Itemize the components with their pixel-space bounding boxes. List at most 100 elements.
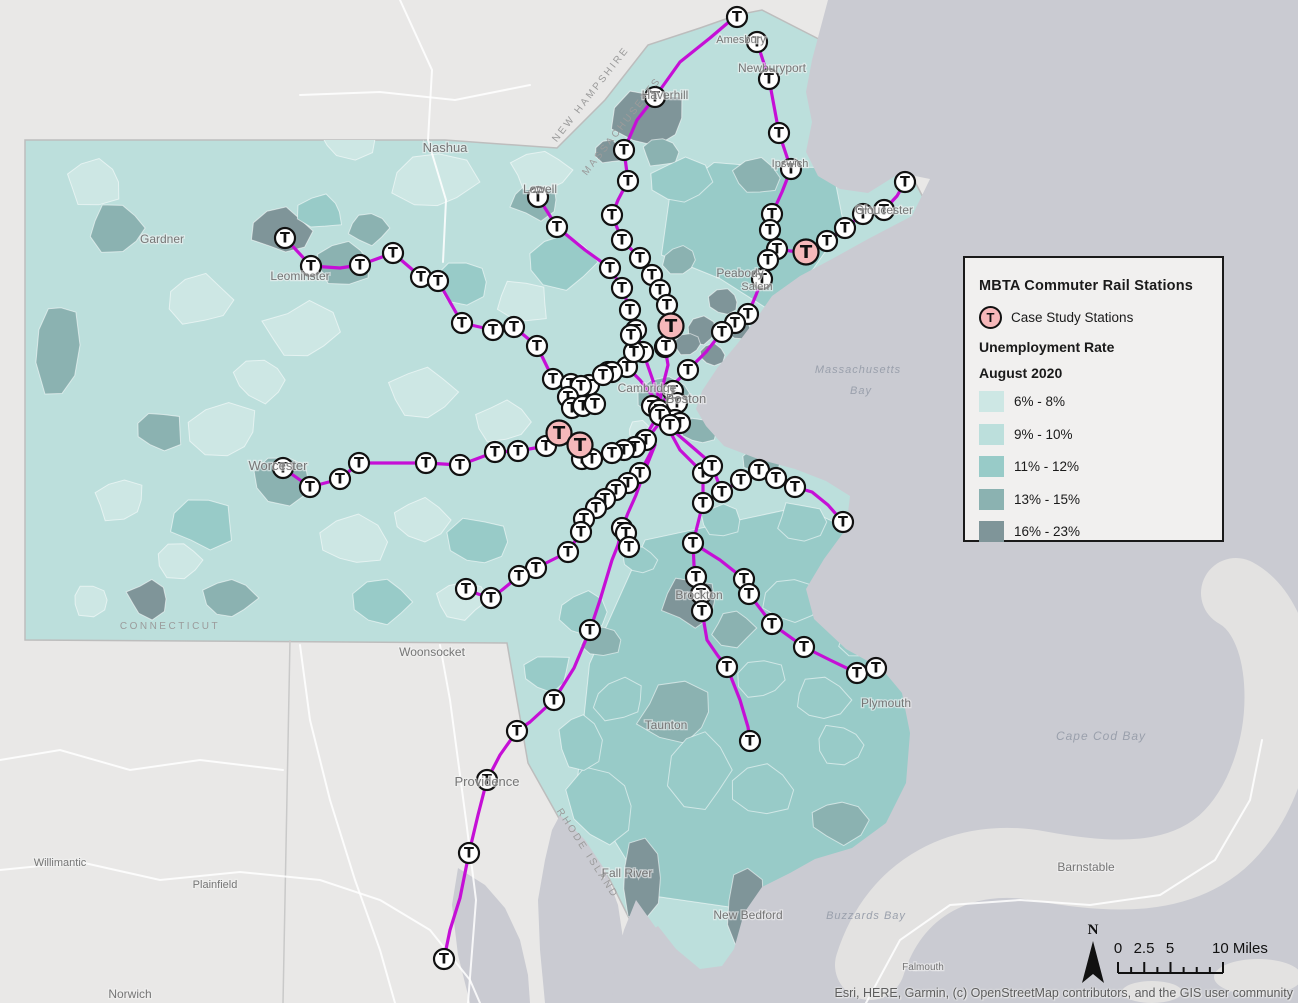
svg-text:T: T bbox=[421, 456, 431, 472]
town-patch bbox=[623, 837, 661, 920]
svg-text:T: T bbox=[354, 456, 364, 472]
station-marker: T bbox=[658, 413, 682, 437]
legend-box: MBTA Commuter Rail Stations T Case Study… bbox=[963, 256, 1224, 542]
town-patch bbox=[446, 517, 509, 564]
svg-text:T: T bbox=[306, 259, 316, 275]
station-marker: T bbox=[409, 265, 433, 289]
city-label: Worcester bbox=[249, 458, 309, 473]
svg-text:T: T bbox=[611, 483, 621, 499]
city-label: Gloucester bbox=[855, 203, 913, 217]
station-marker: T bbox=[483, 440, 507, 464]
city-label: Fall River bbox=[602, 866, 653, 880]
city-label: Falmouth bbox=[902, 962, 944, 973]
town-patch bbox=[475, 399, 532, 443]
station-marker: T bbox=[831, 510, 855, 534]
svg-text:T: T bbox=[900, 175, 910, 191]
scale-bar: 0 2.5 5 10 Miles bbox=[1110, 940, 1295, 982]
svg-text:T: T bbox=[607, 208, 617, 224]
town-patch bbox=[94, 479, 143, 522]
station-marker: T bbox=[845, 661, 869, 685]
svg-text:T: T bbox=[698, 496, 708, 512]
legend-class-row: 6% - 8% bbox=[979, 391, 1210, 412]
town-patch bbox=[731, 156, 781, 193]
city-label: Ipswich bbox=[772, 158, 809, 170]
svg-text:T: T bbox=[305, 480, 315, 496]
svg-text:T: T bbox=[513, 444, 523, 460]
svg-text:T: T bbox=[767, 207, 777, 223]
svg-text:T: T bbox=[661, 339, 671, 355]
svg-text:T: T bbox=[621, 526, 631, 542]
scale-label: 0 bbox=[1113, 940, 1123, 957]
svg-text:T: T bbox=[743, 307, 753, 323]
svg-text:T: T bbox=[764, 72, 774, 88]
svg-text:T: T bbox=[598, 368, 608, 384]
station-marker: T bbox=[457, 841, 481, 865]
svg-text:T: T bbox=[668, 384, 678, 400]
town-patch bbox=[707, 288, 738, 315]
station-marker: T bbox=[526, 185, 550, 209]
svg-text:T: T bbox=[579, 512, 589, 528]
north-arrow: N bbox=[1073, 922, 1113, 984]
svg-text:T: T bbox=[871, 661, 881, 677]
svg-text:T: T bbox=[739, 572, 749, 588]
legend-class-row: 9% - 10% bbox=[979, 423, 1210, 445]
station-marker: T bbox=[448, 453, 472, 477]
station-marker: T bbox=[757, 67, 781, 91]
city-label: New Bedford bbox=[713, 908, 782, 922]
station-marker: T bbox=[833, 216, 857, 240]
svg-text:T: T bbox=[455, 458, 465, 474]
station-marker: T bbox=[893, 170, 917, 194]
svg-text:T: T bbox=[439, 952, 449, 968]
svg-text:T: T bbox=[533, 190, 543, 206]
bay-water bbox=[538, 815, 624, 1003]
svg-text:T: T bbox=[591, 501, 601, 517]
station-marker: T bbox=[600, 203, 624, 227]
svg-text:T: T bbox=[662, 298, 672, 314]
town-patch bbox=[642, 138, 680, 167]
station-marker: T bbox=[764, 466, 788, 490]
station-marker: T bbox=[655, 293, 679, 317]
station-marker: T bbox=[556, 540, 580, 564]
station-marker: T bbox=[450, 311, 474, 335]
legend-heading-unemployment: Unemployment Rate bbox=[979, 339, 1115, 355]
svg-text:T: T bbox=[736, 473, 746, 489]
svg-text:T: T bbox=[622, 360, 632, 376]
town-patch bbox=[811, 801, 870, 847]
svg-text:T: T bbox=[774, 126, 784, 142]
svg-text:T: T bbox=[624, 540, 634, 556]
city-label: Boston bbox=[666, 391, 706, 406]
svg-text:T: T bbox=[464, 846, 474, 862]
station-marker: T bbox=[750, 267, 774, 291]
station-marker: T bbox=[617, 535, 641, 559]
legend-class-row: 16% - 23% bbox=[979, 521, 1210, 542]
town-patch bbox=[662, 244, 696, 275]
svg-text:T: T bbox=[605, 261, 615, 277]
city-label: Cambridge bbox=[618, 381, 677, 395]
station-marker: T bbox=[864, 656, 888, 680]
svg-text:T: T bbox=[722, 660, 732, 676]
station-marker: T bbox=[628, 246, 652, 270]
case-study-station-marker: T bbox=[792, 238, 820, 266]
class-label-2: 9% - 10% bbox=[1014, 426, 1073, 442]
case-study-station-marker: T bbox=[545, 419, 573, 447]
station-marker: T bbox=[747, 458, 771, 482]
station-marker: T bbox=[348, 253, 372, 277]
town-patch bbox=[558, 714, 603, 772]
svg-text:T: T bbox=[607, 446, 617, 462]
station-marker: T bbox=[779, 157, 803, 181]
svg-text:T: T bbox=[552, 220, 562, 236]
town-patch bbox=[650, 156, 714, 203]
station-marker: T bbox=[502, 315, 526, 339]
svg-text:T: T bbox=[482, 773, 492, 789]
station-marker: T bbox=[756, 248, 780, 272]
svg-text:T: T bbox=[619, 443, 629, 459]
city-label: Gardner bbox=[140, 232, 184, 246]
road bbox=[865, 739, 1263, 1003]
town-patch bbox=[35, 307, 81, 395]
island bbox=[1219, 580, 1267, 614]
svg-text:T: T bbox=[512, 724, 522, 740]
north-arrow-icon bbox=[1082, 941, 1104, 983]
svg-text:T: T bbox=[553, 423, 566, 444]
svg-text:T: T bbox=[531, 561, 541, 577]
